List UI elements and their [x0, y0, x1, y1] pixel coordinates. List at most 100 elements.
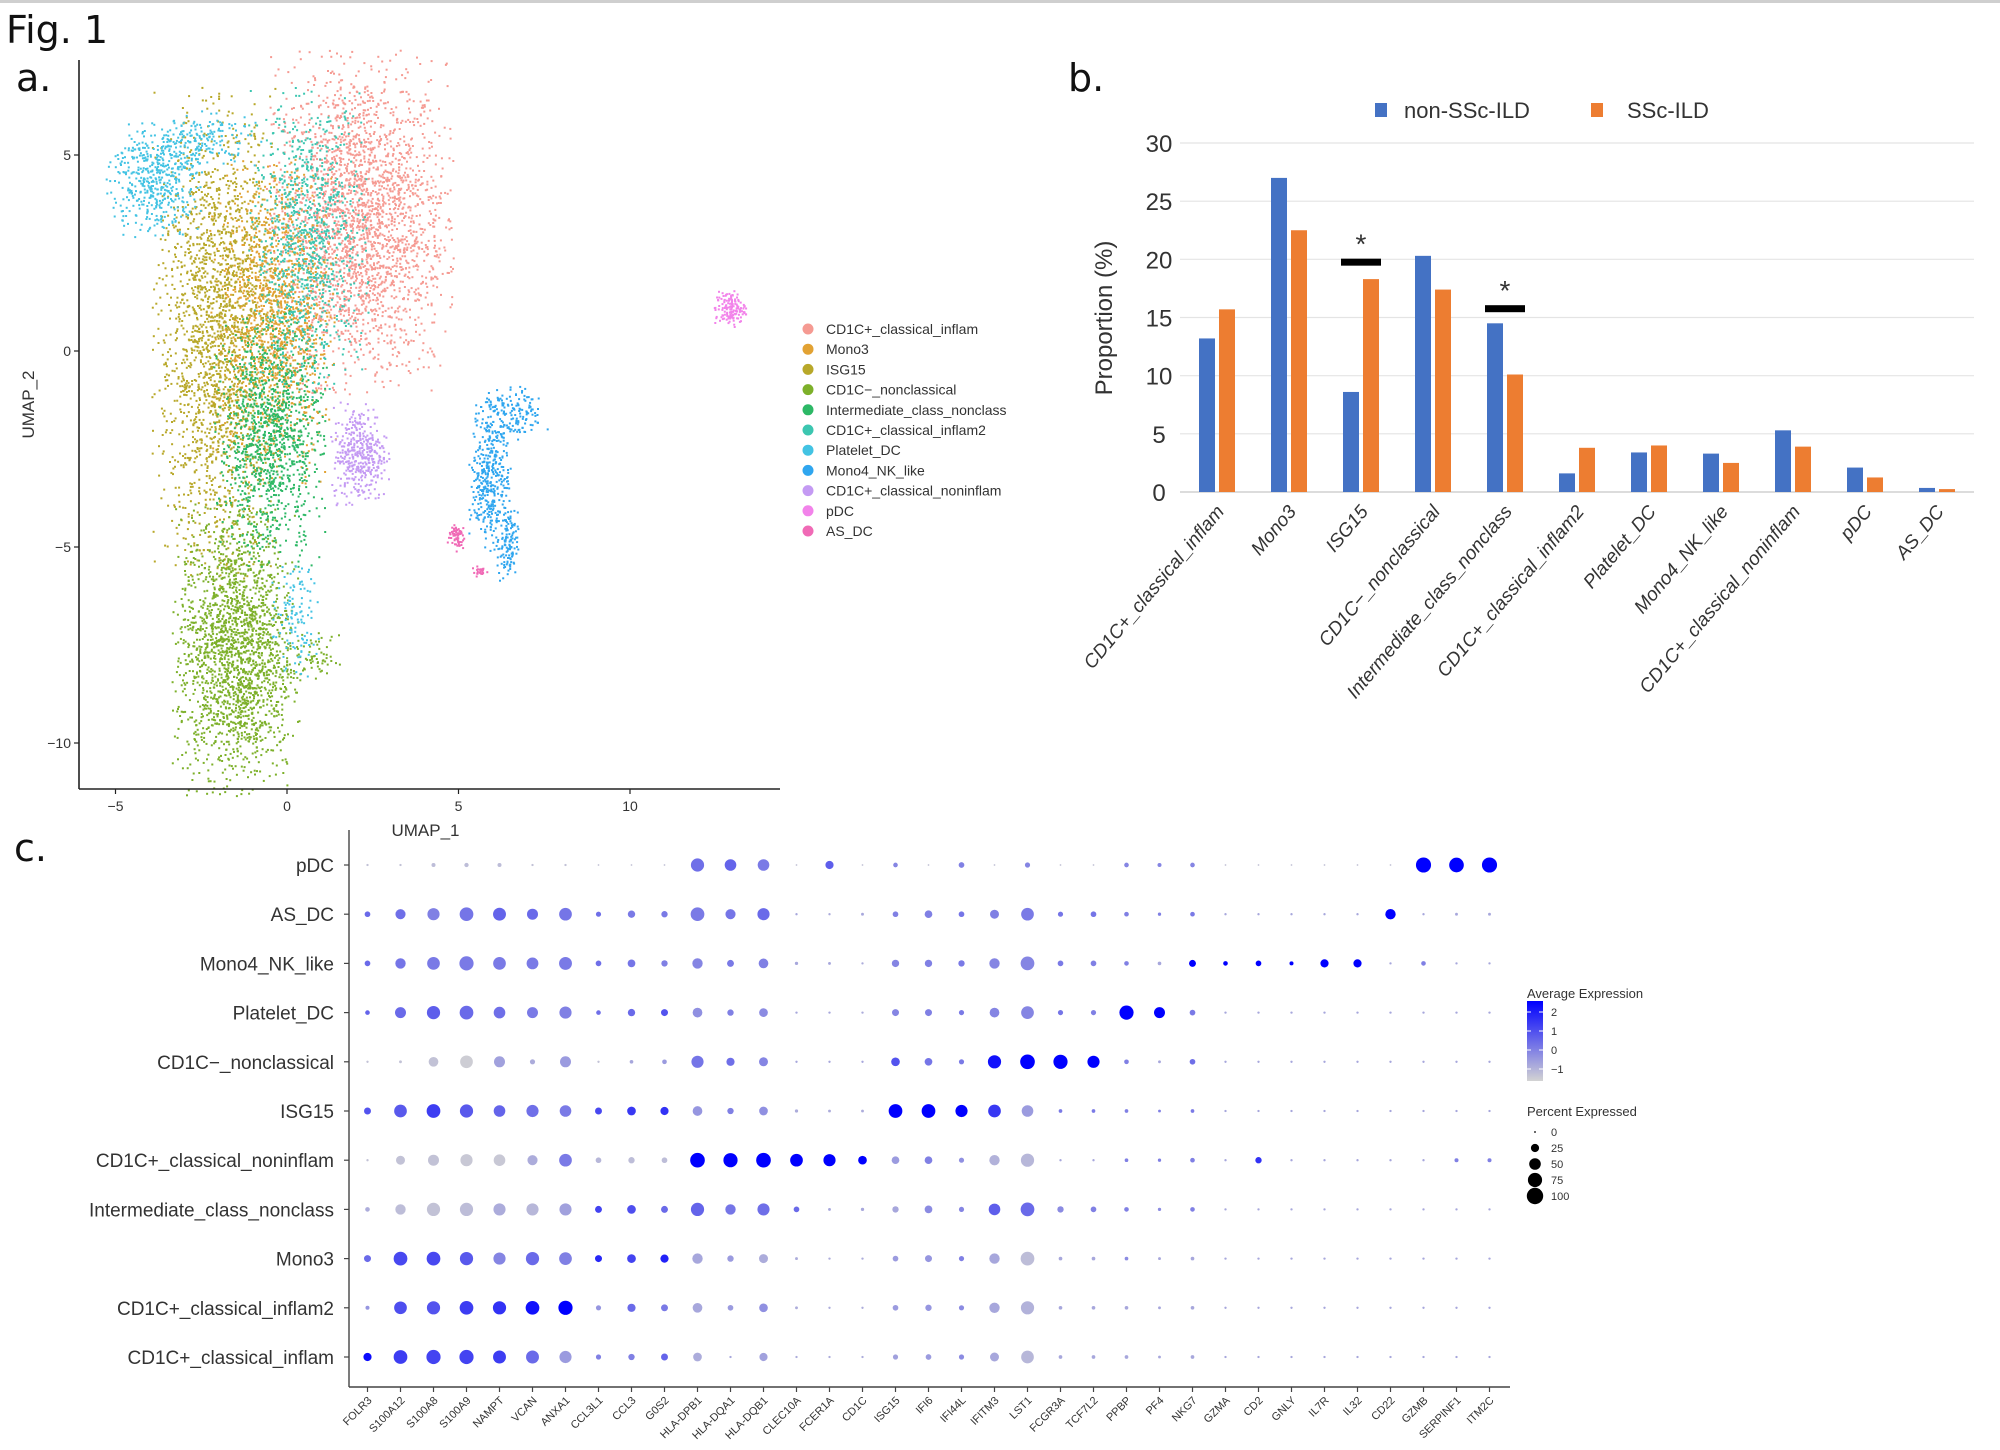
dot-cd1c	[858, 1156, 867, 1165]
dot-cd22	[1389, 1208, 1391, 1210]
dot-row-label: ISG15	[280, 1102, 334, 1123]
dot-s100a8	[427, 908, 439, 920]
dot-itm2c	[1488, 1061, 1490, 1063]
dot-hla-dpb1	[692, 958, 702, 968]
dot-ifi44l	[959, 1305, 964, 1310]
dot-gnly	[1290, 1356, 1292, 1358]
umap-cluster-10	[447, 524, 489, 577]
dot-nkg7	[1191, 1355, 1195, 1359]
umap-legend-swatch	[803, 324, 814, 335]
dot-vcan	[526, 1203, 538, 1215]
dot-ppbp	[1125, 1257, 1129, 1261]
dot-itm2c	[1488, 1011, 1490, 1013]
dot-il32	[1357, 864, 1359, 866]
dot-isg15	[892, 1009, 899, 1016]
dot-ccl3l1	[596, 1305, 601, 1310]
dot-serpinf1	[1449, 858, 1464, 873]
dot-anxa1	[558, 1301, 572, 1315]
dot-hla-dqa1	[729, 1356, 731, 1358]
legend-swatch-non-ssc-ild	[1375, 103, 1387, 117]
dot-clec10a	[795, 1257, 798, 1260]
dot-fcgr3a	[1059, 1355, 1063, 1359]
dot-itm2c	[1488, 1208, 1490, 1210]
dot-gzma	[1224, 1110, 1226, 1112]
dot-gene-label: TCF7L2	[1064, 1395, 1101, 1432]
dot-gnly	[1290, 1257, 1292, 1259]
bar-ssc-ild	[1291, 230, 1307, 492]
dot-fcer1a	[828, 1061, 830, 1063]
dot-gzmb	[1422, 1307, 1424, 1309]
dot-cd2	[1257, 1307, 1259, 1309]
dot-cd1c	[861, 1208, 864, 1211]
dot-serpinf1	[1455, 1110, 1457, 1112]
dot-isg15	[892, 1206, 898, 1212]
dot-serpinf1	[1455, 1011, 1457, 1013]
dot-ppbp	[1124, 1207, 1129, 1212]
dot-gzmb	[1422, 1159, 1424, 1161]
umap-legend: CD1C+_classical_inflamMono3ISG15CD1C−_no…	[803, 321, 1007, 539]
dot-hla-dqa1	[725, 859, 737, 871]
dot-nkg7	[1190, 1207, 1195, 1212]
dot-s100a8	[427, 1252, 441, 1266]
dot-fcer1a	[828, 1110, 831, 1113]
dot-cd22	[1389, 1257, 1391, 1259]
bar-y-tick-label: 20	[1146, 247, 1173, 274]
dot-il32	[1356, 1356, 1358, 1358]
size-legend-title: Percent Expressed	[1527, 1104, 1637, 1119]
size-legend-dot	[1527, 1188, 1543, 1204]
dot-hla-dpb1	[691, 1203, 704, 1216]
dot-hla-dqb1	[758, 859, 770, 871]
dot-cd1c	[861, 1110, 864, 1113]
dot-ppbp	[1124, 961, 1129, 966]
dot-ifi44l	[958, 960, 964, 966]
dot-isg15	[891, 1057, 900, 1066]
dot-g0s2	[661, 1009, 668, 1016]
dot-hla-dqa1	[723, 1153, 737, 1167]
dot-pf4	[1158, 913, 1161, 916]
dot-gene-label: GZMA	[1202, 1394, 1233, 1425]
dot-hla-dqa1	[728, 1305, 734, 1311]
dot-gene-label: IL7R	[1307, 1395, 1332, 1420]
dot-gene-label: IFI44L	[938, 1395, 969, 1426]
umap-legend-swatch	[803, 465, 814, 476]
dot-anxa1	[559, 957, 572, 970]
dot-ccl3	[628, 960, 636, 968]
dot-ifitm3	[989, 1204, 1001, 1216]
dot-cd22	[1389, 1356, 1391, 1358]
dot-s100a8	[427, 957, 440, 970]
dot-il7r	[1320, 959, 1328, 967]
umap-legend-swatch	[803, 364, 814, 375]
dot-ifitm3	[990, 910, 999, 919]
dot-hla-dqa1	[725, 909, 735, 919]
dot-hla-dqb1	[759, 1254, 768, 1263]
significance-star: *	[1500, 275, 1511, 306]
bar-non-ssc-ild	[1487, 323, 1503, 492]
dot-gzma	[1224, 1011, 1226, 1013]
dot-gzma	[1225, 864, 1227, 866]
significance-bar	[1485, 305, 1525, 312]
dot-ppbp	[1125, 1306, 1129, 1310]
dot-anxa1	[559, 1154, 572, 1167]
dot-s100a9	[459, 956, 473, 970]
dot-ifitm3	[990, 1008, 1000, 1018]
dot-s100a12	[394, 1105, 407, 1118]
dot-nkg7	[1190, 1059, 1196, 1065]
bar-ssc-ild	[1363, 279, 1379, 492]
legend-swatch-ssc-ild	[1591, 103, 1603, 117]
dot-ifitm3	[988, 1105, 1001, 1118]
dot-il7r	[1323, 1208, 1325, 1210]
dot-ccl3	[631, 864, 633, 866]
dot-folr3	[366, 1061, 368, 1063]
dot-anxa1	[559, 1203, 571, 1215]
dot-ifi6	[925, 1206, 933, 1214]
dot-s100a8	[427, 1301, 440, 1314]
bar-x-tick-label: Platelet_DC	[1580, 502, 1661, 593]
dot-ccl3l1	[597, 1061, 599, 1063]
dot-ccl3l1	[596, 1010, 601, 1015]
dot-gzmb	[1422, 1356, 1424, 1358]
bar-ssc-ild	[1723, 463, 1739, 492]
dot-vcan	[527, 1007, 538, 1018]
dot-fcer1a	[828, 913, 830, 915]
dot-ifitm3	[994, 864, 996, 866]
dot-gene-label: CD2	[1242, 1395, 1266, 1419]
